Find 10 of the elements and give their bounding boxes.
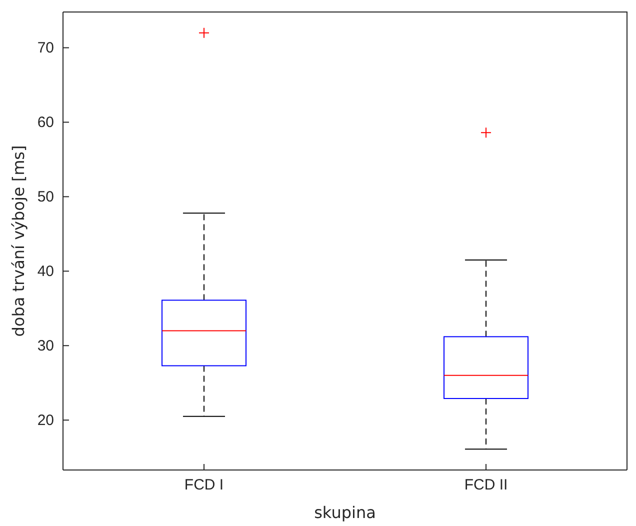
x-tick-label: FCD I [184,476,224,494]
y-tick-label: 20 [37,412,54,429]
y-tick-label: 60 [37,114,54,132]
y-tick-label: 40 [37,262,54,280]
y-axis-title: doba trvání výboje [ms] [9,145,28,337]
y-tick-label: 50 [37,188,54,206]
y-tick-label: 30 [37,337,54,354]
y-tick-label: 70 [37,40,54,57]
x-tick-label: FCD II [464,476,508,494]
x-axis-title: skupina [314,503,376,522]
